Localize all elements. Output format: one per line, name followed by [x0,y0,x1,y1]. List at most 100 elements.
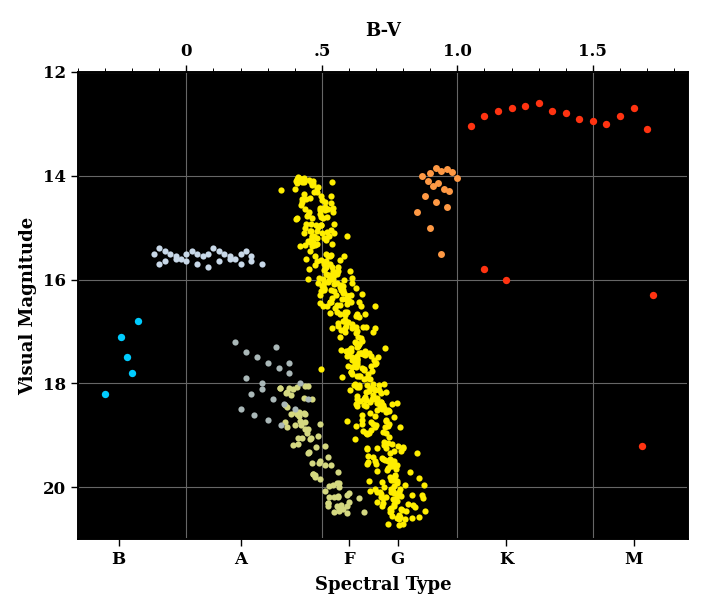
Point [369,395,381,404]
Point [360,401,372,411]
Point [345,367,357,377]
Point [351,356,362,366]
Point [409,503,420,512]
Point [230,254,241,264]
Point [322,228,333,237]
Point [435,166,447,176]
Point [333,492,344,501]
Point [336,294,347,304]
Point [413,512,425,521]
Point [425,223,436,232]
Point [362,452,374,461]
Point [342,317,353,326]
Point [351,326,362,336]
Point [381,415,392,425]
Point [350,434,361,444]
Point [316,195,328,205]
Point [368,419,379,428]
Point [319,257,330,267]
Point [387,486,398,495]
Point [340,315,351,325]
Point [296,194,308,204]
Point [132,316,143,326]
Point [328,267,339,276]
Point [359,350,371,360]
Point [337,372,348,382]
Point [320,262,331,271]
Point [306,231,318,240]
Point [391,460,403,470]
Point [391,476,403,486]
Point [278,400,289,409]
Point [438,184,450,193]
Point [319,205,330,215]
Point [362,459,373,469]
Point [327,323,338,333]
Point [361,387,372,397]
Point [308,180,319,189]
Point [372,443,383,453]
Point [191,259,203,269]
Point [382,422,393,431]
Point [292,433,303,443]
Point [299,382,311,391]
Point [327,177,338,187]
Point [341,508,352,518]
Point [338,316,350,325]
Point [289,184,301,193]
Point [316,212,327,222]
Point [393,521,405,530]
Point [385,459,396,468]
Point [370,358,381,367]
Point [335,286,346,295]
Point [316,286,327,295]
Point [343,296,354,305]
Point [302,449,313,458]
Point [355,333,367,343]
Point [257,259,268,269]
Point [380,428,391,437]
Point [386,461,398,470]
Point [425,168,436,178]
Point [352,360,363,370]
Point [197,252,208,261]
Point [352,382,363,392]
Point [324,298,335,307]
Point [305,433,316,443]
Point [401,507,412,516]
Point [333,318,344,328]
Point [181,256,192,266]
Point [230,337,241,347]
Point [364,398,376,407]
Point [175,254,186,264]
Point [319,197,330,207]
Point [154,259,165,269]
Point [315,419,326,429]
Point [420,506,431,515]
Point [314,290,325,300]
Point [342,361,354,371]
Point [362,374,373,383]
Point [335,325,347,334]
Point [647,291,658,300]
Point [170,254,182,264]
Point [280,400,291,410]
Point [441,202,452,211]
Point [377,498,389,508]
Point [224,254,235,264]
Point [274,383,285,392]
Point [350,328,362,337]
Point [279,417,291,426]
Point [317,213,328,223]
Point [379,455,391,465]
Point [381,465,392,474]
Point [298,177,309,186]
Point [400,480,411,490]
Point [331,300,342,310]
Point [385,484,396,494]
Point [328,480,339,490]
Point [299,204,311,213]
Point [383,419,394,429]
Point [422,176,433,186]
Point [121,353,133,362]
